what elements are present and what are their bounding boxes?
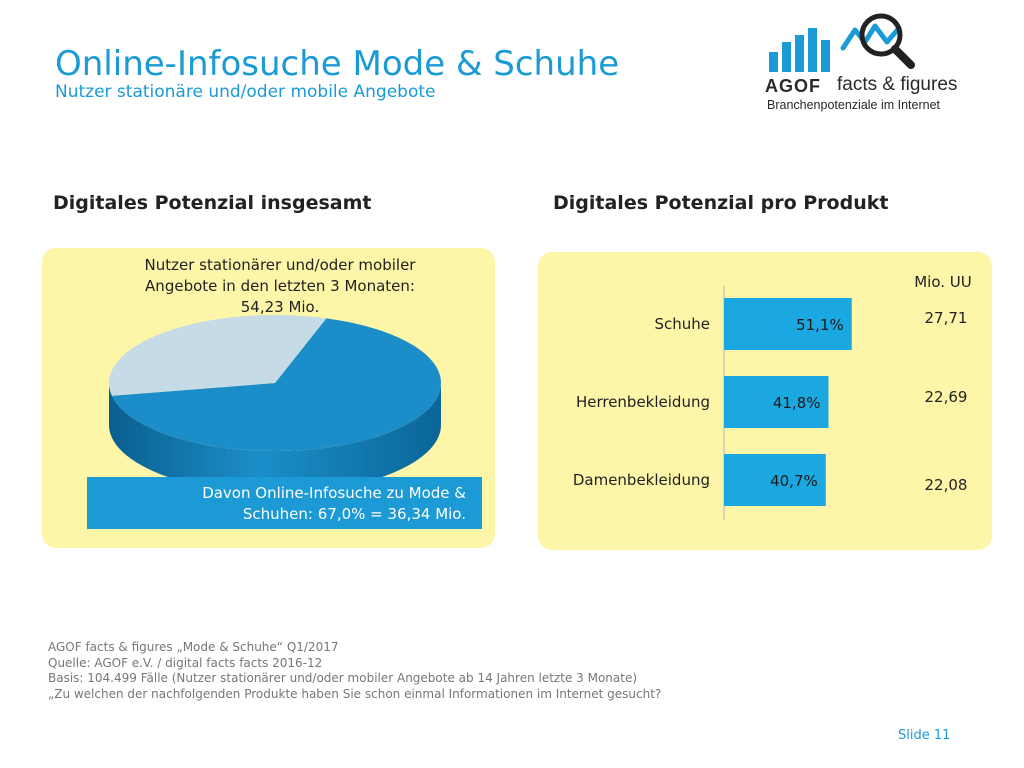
footer-line: AGOF facts & figures „Mode & Schuhe“ Q1/… [48,640,339,654]
pie-label-line: Nutzer stationärer und/oder mobiler [144,256,416,274]
info-box: Davon Online-Infosuche zu Mode & Schuhen… [87,477,482,529]
page-title: Online-Infosuche Mode & Schuhe [55,44,620,84]
category-label: Damenbekleidung [573,471,710,489]
slide-number: Slide 11 [898,728,951,743]
bar-value-label: 51,1% [796,316,844,334]
info-box-line: Davon Online-Infosuche zu Mode & [202,484,466,502]
footer-line: „Zu welchen der nachfolgenden Produkte h… [48,686,662,701]
pie-label-line: 54,23 Mio. [240,298,320,316]
right-heading: Digitales Potenzial pro Produkt [553,192,889,214]
category-label: Schuhe [654,315,710,333]
audience-value: 22,08 [925,476,968,494]
pie-slice [109,315,327,396]
bar-value-label: 40,7% [770,472,818,490]
logo-product: facts & figures [837,74,958,95]
footer-line: Quelle: AGOF e.V. / digital facts facts … [48,655,323,670]
left-heading: Digitales Potenzial insgesamt [53,192,372,214]
audience-value: 27,71 [925,309,968,327]
bar-chart: Mio. UU Schuhe 51,1% 27,71 Herrenbekleidung… [573,273,972,520]
bar [724,454,826,506]
pie-slice [111,318,441,451]
bar-chart-magnifier-icon [769,13,915,72]
footer-line: Basis: 104.499 Fälle (Nutzer stationärer… [48,671,638,685]
audience-value: 22,69 [925,388,968,406]
bar [724,376,829,428]
page-subtitle: Nutzer stationäre und/oder mobile Angebo… [55,82,436,102]
agof-logo: AGOF facts & figures Branchenpotenziale … [765,10,965,115]
logo-tagline: Branchenpotenziale im Internet [767,98,941,112]
logo-brand: AGOF [765,76,821,96]
pie-label-line: Angebote in den letzten 3 Monaten: [145,277,415,295]
bar-value-label: 41,8% [773,394,821,412]
unit-label: Mio. UU [914,273,972,291]
pie-side-wall [109,383,441,493]
info-box-line: Schuhen: 67,0% = 36,34 Mio. [242,505,466,523]
bar [724,298,852,350]
category-label: Herrenbekleidung [576,393,710,411]
footer-notes: AGOF facts & figures „Mode & Schuhe“ Q1/… [48,640,661,702]
pie-label: Nutzer stationärer und/oder mobiler Ange… [100,255,460,318]
